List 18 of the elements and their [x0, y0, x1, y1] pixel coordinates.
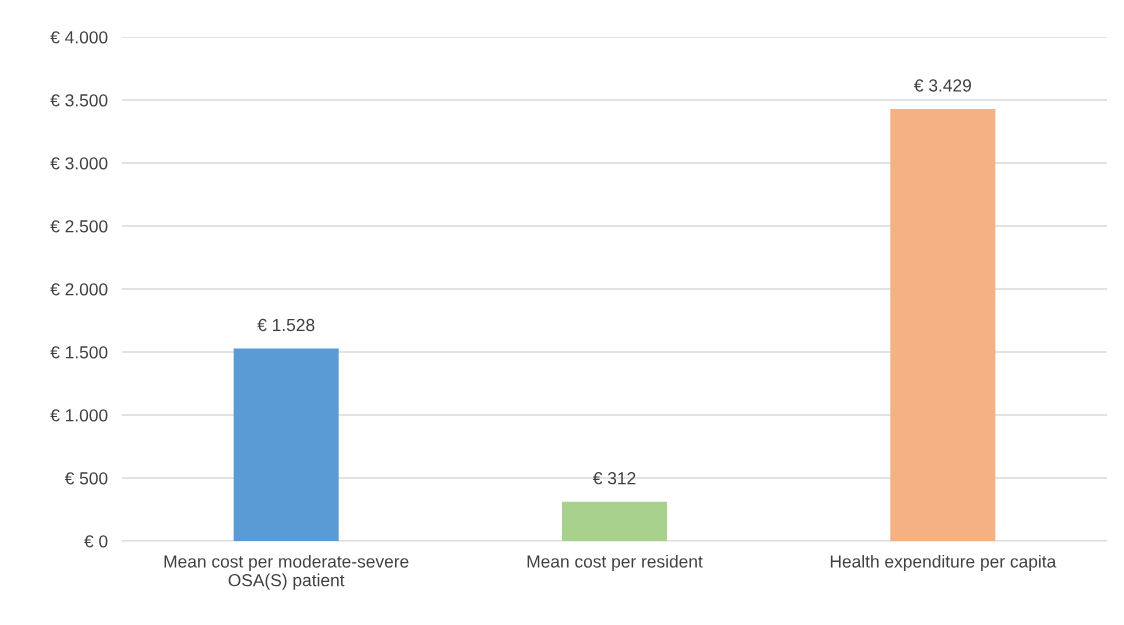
y-tick-label: € 2.000: [50, 283, 108, 296]
x-tick-label: Mean cost per resident: [527, 554, 703, 572]
x-tick-label: Health expenditure per capita: [830, 554, 1057, 572]
y-tick-label: € 500: [64, 472, 108, 485]
y-tick-label: € 0: [84, 535, 108, 548]
y-tick-label: € 3.000: [50, 157, 108, 170]
y-tick-label: € 2.500: [50, 220, 108, 233]
data-label: € 312: [592, 472, 636, 485]
data-label: € 3.429: [914, 79, 971, 92]
y-tick-label: € 1.000: [50, 409, 108, 422]
bar: [561, 501, 668, 541]
y-tick-label: € 1.500: [50, 346, 108, 359]
y-tick-label: € 3.500: [50, 94, 108, 107]
bar: [233, 348, 339, 541]
bar: [890, 108, 996, 541]
data-label: € 1.528: [257, 318, 315, 332]
y-tick-label: € 4.000: [50, 31, 108, 44]
x-tick-label: Mean cost per moderate-severe OSA(S) patient: [164, 554, 409, 590]
